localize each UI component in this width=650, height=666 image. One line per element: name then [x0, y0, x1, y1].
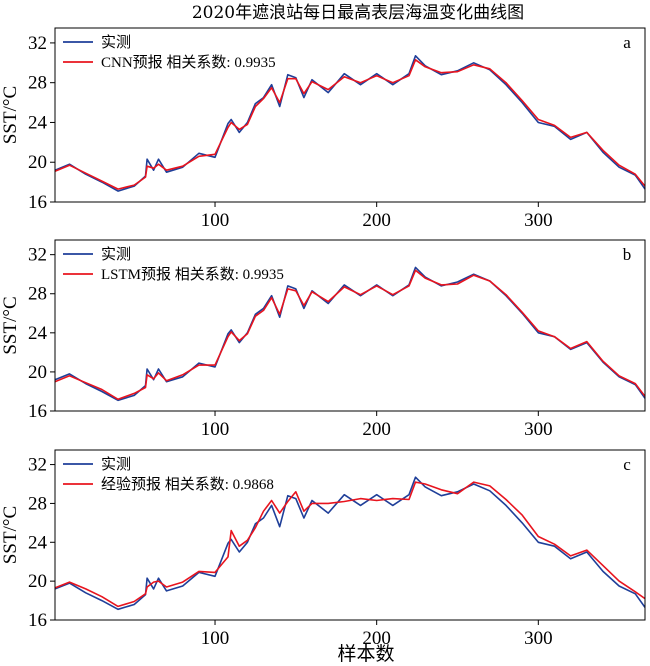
y-tick-label: 24 [28, 323, 48, 344]
y-tick-label: 24 [28, 532, 48, 553]
x-tick-label: 300 [524, 628, 553, 649]
y-tick-label: 16 [28, 401, 47, 422]
legend-entry-label: 实测 [101, 246, 131, 263]
panel-letter: c [623, 455, 631, 474]
axes-frame-a [54, 27, 646, 203]
x-tick-label: 100 [201, 419, 230, 440]
y-axis-label: SST/°C [0, 506, 21, 564]
panel-a: 16 20 24 28 32 100 200 300 SST/°C a 实测 CNN预报 相关系数: … [0, 27, 646, 231]
y-tick-label: 16 [28, 192, 47, 213]
legend-entry-label: 经验预报 相关系数: 0.9868 [101, 476, 274, 493]
panels-group: 16 20 24 28 32 100 200 300 SST/°C a 实测 CNN预报 相关系数: … [0, 27, 646, 649]
observed-series-line-a [54, 54, 646, 192]
x-axis-label: 样本数 [337, 643, 394, 665]
predicted-series-line-c [54, 481, 646, 608]
y-tick-label: 20 [28, 362, 47, 383]
panel-b: 16 20 24 28 32 100 200 300 SST/°C b 实测 LSTM预报 相关系数:… [0, 239, 646, 440]
predicted-series-line-a [54, 58, 646, 190]
predicted-series-line-b [54, 269, 646, 401]
y-tick-label: 32 [28, 245, 47, 266]
panel-letter: b [623, 245, 632, 264]
legend-entry-label: 实测 [101, 34, 131, 51]
y-axis-label: SST/°C [0, 86, 21, 144]
panel-letter: a [623, 33, 631, 52]
legend-entry-label: CNN预报 相关系数: 0.9935 [101, 54, 276, 71]
legend-entry-label: LSTM预报 相关系数: 0.9935 [101, 266, 284, 283]
y-tick-label: 28 [28, 493, 47, 514]
y-tick-label: 28 [28, 284, 47, 305]
x-tick-label: 100 [201, 210, 230, 231]
x-tick-label: 200 [362, 628, 391, 649]
y-tick-label: 32 [28, 455, 47, 476]
figure-title: 2020年遮浪站每日最高表层海温变化曲线图 [192, 3, 524, 23]
legend-entry-label: 实测 [101, 456, 131, 473]
x-tick-label: 200 [362, 210, 391, 231]
y-tick-label: 28 [28, 73, 47, 94]
y-tick-label: 20 [28, 571, 47, 592]
y-tick-label: 16 [28, 610, 47, 631]
axes-frame-b [54, 239, 646, 412]
axes-frame-c [54, 449, 646, 621]
x-tick-label: 300 [524, 210, 553, 231]
y-axis-label: SST/°C [0, 296, 21, 354]
y-tick-label: 20 [28, 152, 47, 173]
observed-series-line-b [54, 266, 646, 402]
y-tick-label: 32 [28, 33, 47, 54]
observed-series-line-c [54, 476, 646, 611]
x-tick-label: 300 [524, 419, 553, 440]
x-tick-label: 200 [362, 419, 391, 440]
x-tick-label: 100 [201, 628, 230, 649]
y-tick-label: 24 [28, 112, 48, 133]
